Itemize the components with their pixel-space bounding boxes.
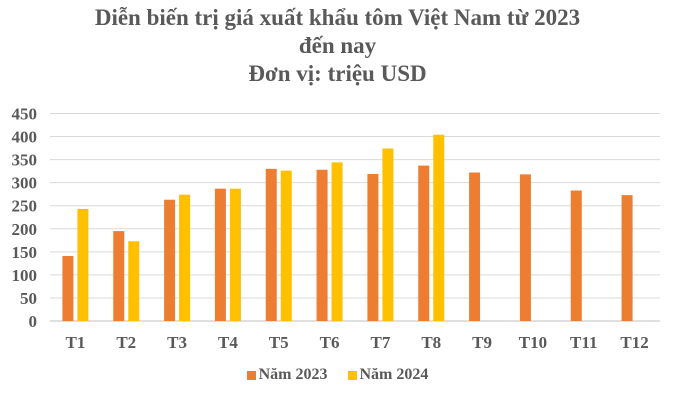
legend-swatch-2024 [347,370,357,380]
x-tick-label: T1 [65,333,85,352]
y-tick-label: 0 [29,312,38,331]
bar-năm-2024-t8 [433,134,445,321]
x-tick-label: T10 [519,333,547,352]
legend-item-2023: Năm 2023 [246,366,328,384]
title-line-3-unit: Đơn vị: triệu USD [248,61,427,86]
bar-năm-2024-t3 [179,194,191,321]
chart-title: Diễn biến trị giá xuất khẩu tôm Việt Nam… [0,4,675,88]
legend-label-2023: Năm 2023 [258,366,328,383]
y-tick-label: 450 [12,105,38,124]
bar-năm-2023-t4 [214,188,226,321]
y-tick-label: 200 [12,220,38,239]
x-tick-label: T4 [218,333,238,352]
legend-item-2024: Năm 2024 [347,366,429,384]
bar-năm-2024-t2 [128,241,140,321]
bar-năm-2023-t5 [265,168,277,321]
y-tick-label: 100 [12,266,38,285]
title-line-1: Diễn biến trị giá xuất khẩu tôm Việt Nam… [94,5,581,30]
bar-năm-2024-t5 [280,170,292,321]
bar-năm-2023-t1 [62,255,74,321]
title-line-2: đến nay [298,33,377,58]
bar-năm-2023-t3 [164,199,176,321]
bar-năm-2024-t7 [382,148,394,321]
x-tick-label: T11 [570,333,597,352]
y-tick-label: 50 [20,289,37,308]
legend-label-2024: Năm 2024 [359,366,429,383]
y-tick-label: 250 [12,197,38,216]
x-tick-label: T7 [370,333,390,352]
bar-năm-2023-t8 [418,165,430,321]
bar-năm-2023-t11 [570,190,582,321]
bar-năm-2024-t1 [77,208,89,321]
bar-năm-2023-t7 [367,173,379,321]
bar-năm-2024-t6 [331,162,343,321]
x-tick-label: T3 [167,333,187,352]
bar-năm-2023-t10 [519,174,531,321]
bar-năm-2023-t12 [621,195,633,321]
x-tick-label: T12 [620,333,648,352]
legend: Năm 2023 Năm 2024 [0,366,675,385]
legend-swatch-2023 [246,370,256,380]
y-tick-label: 150 [12,243,38,262]
x-tick-label: T5 [269,333,289,352]
y-tick-label: 400 [12,128,38,147]
y-tick-label: 300 [12,174,38,193]
x-tick-label: T6 [320,333,340,352]
bar-năm-2023-t2 [113,231,125,321]
x-tick-label: T8 [421,333,441,352]
x-tick-label: T9 [472,333,492,352]
y-tick-label: 350 [12,151,38,170]
x-tick-label: T2 [116,333,136,352]
bar-năm-2023-t9 [469,172,481,321]
bar-năm-2023-t6 [316,169,328,321]
bar-năm-2024-t4 [229,188,241,321]
